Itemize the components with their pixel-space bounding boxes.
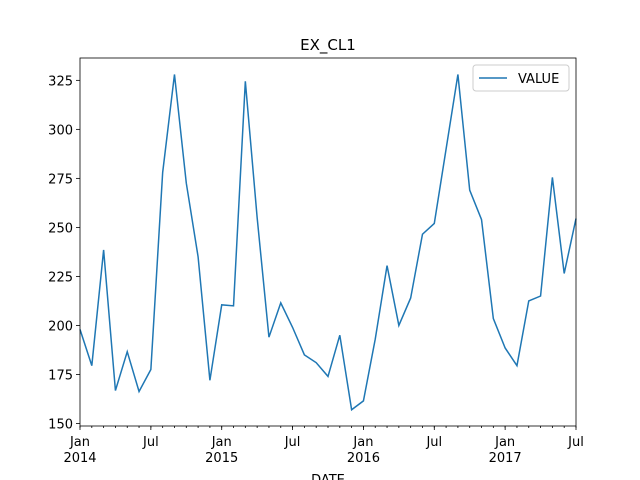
- y-tick-label: 200: [48, 319, 73, 334]
- x-tick-label: Jul: [425, 435, 442, 450]
- x-tick-label: Jan 2015: [205, 435, 238, 466]
- x-tick-label: Jan 2014: [63, 435, 96, 466]
- legend-label: VALUE: [518, 72, 559, 87]
- legend-box: [472, 64, 570, 92]
- plot-frame: [79, 57, 577, 427]
- y-tick-label: 175: [48, 368, 73, 383]
- x-tick-label: Jul: [284, 435, 301, 450]
- x-tick-label: Jul: [142, 435, 159, 450]
- y-tick-label: 325: [48, 74, 73, 89]
- y-tick-label: 225: [48, 270, 73, 285]
- y-tick-label: 300: [48, 123, 73, 138]
- x-axis-label: DATE: [311, 473, 345, 480]
- series-line: [79, 74, 577, 412]
- x-tick-label: Jan 2017: [489, 435, 522, 466]
- y-tick-label: 275: [48, 172, 73, 187]
- x-tick-label: Jan 2016: [347, 435, 380, 466]
- x-tick-label: Jul: [567, 435, 584, 450]
- chart-title: EX_CL1: [300, 36, 356, 55]
- y-tick-label: 150: [48, 417, 73, 432]
- y-tick-label: 250: [48, 221, 73, 236]
